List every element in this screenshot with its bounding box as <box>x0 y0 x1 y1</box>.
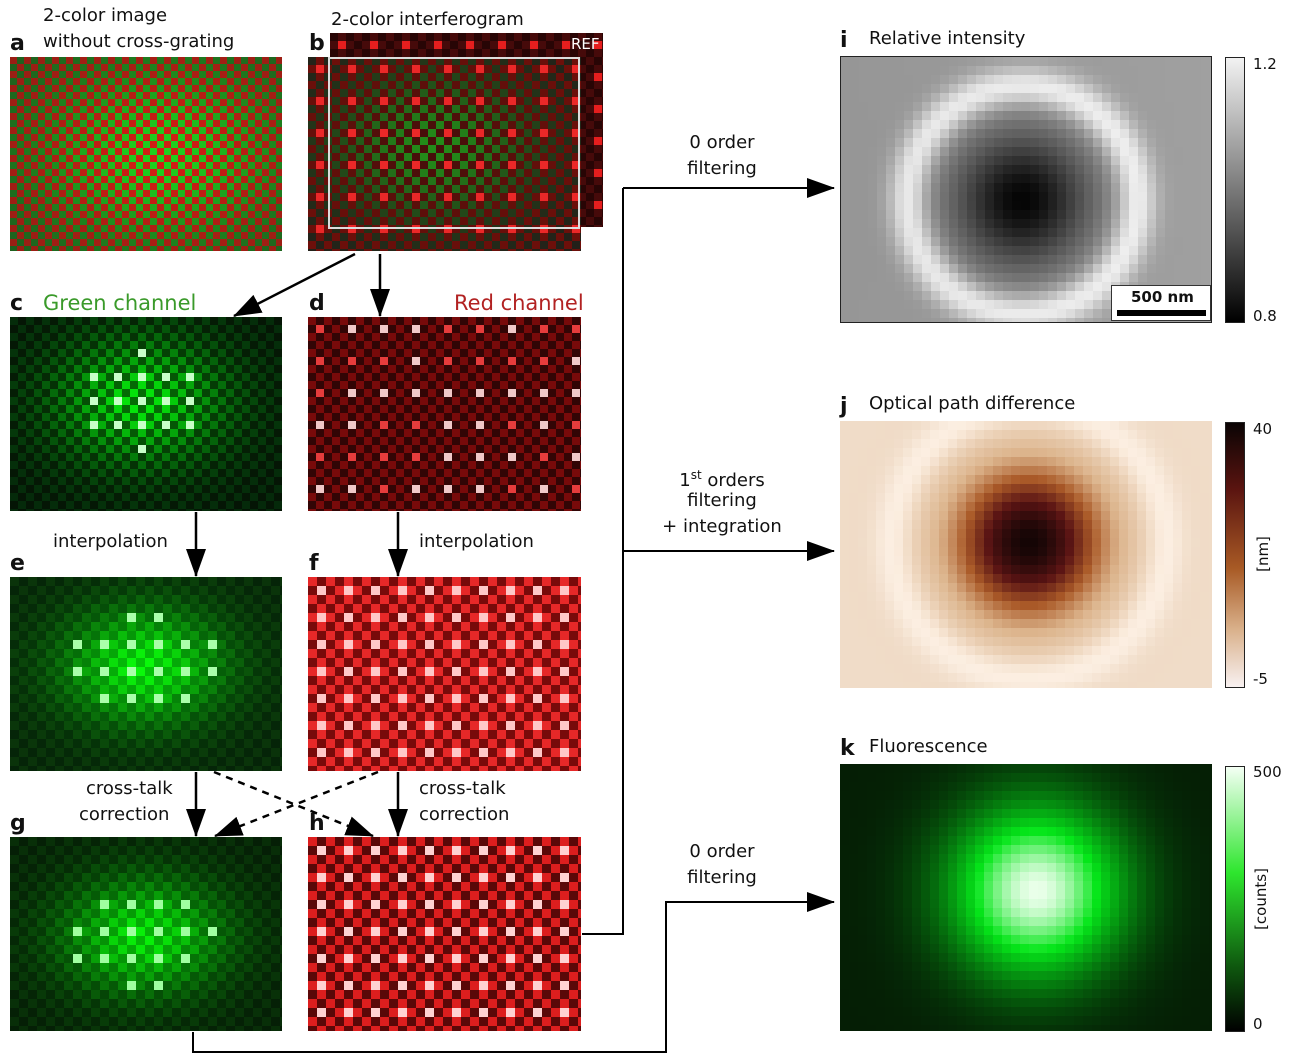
panel-j-cbar-max: 40 <box>1253 420 1273 438</box>
panel-g-image <box>10 837 282 1031</box>
panel-i-cbar-max: 1.2 <box>1253 55 1277 73</box>
panel-g-letter: g <box>10 811 26 836</box>
panel-g-caption-line1: cross-talk <box>86 778 173 799</box>
panel-j-letter: j <box>840 394 848 419</box>
panel-j-image <box>840 421 1212 688</box>
panel-i-letter: i <box>840 28 848 53</box>
flow-first-order-line1: 1st orders <box>652 462 792 494</box>
flow-zero-order-bottom-line1: 0 order <box>689 841 755 862</box>
panel-i-colorbar <box>1225 57 1245 323</box>
panel-c-image <box>10 317 282 511</box>
flow-first-order-rest: orders <box>701 470 765 491</box>
flow-first-order-line3: + integration <box>662 516 782 537</box>
panel-k-cbar-unit: [counts] <box>1251 868 1270 930</box>
panel-d-image <box>308 317 581 511</box>
panel-c-letter: c <box>10 291 24 316</box>
flow-first-order-sup: st <box>690 468 702 482</box>
panel-k-cbar-max: 500 <box>1253 763 1282 781</box>
panel-d-letter: d <box>309 291 325 316</box>
panel-j-cbar-min: -5 <box>1253 670 1268 688</box>
panel-i-scale-bar-label: 500 nm <box>1131 288 1194 306</box>
panel-k-image <box>840 764 1212 1031</box>
arrow-f-to-g-dashed <box>214 770 379 838</box>
panel-i-title: Relative intensity <box>869 28 1026 49</box>
flow-first-order-line2: filtering <box>687 490 757 511</box>
panel-h-caption-line2: correction <box>419 804 510 825</box>
panel-c-title: Green channel <box>43 291 197 315</box>
panel-f-image <box>308 577 581 771</box>
panel-k-title: Fluorescence <box>869 736 988 757</box>
panel-i-scale-bar <box>1117 310 1206 316</box>
panel-k-letter: k <box>840 736 855 761</box>
flow-first-order-num: 1 <box>679 470 691 491</box>
arrow-e-to-h-dashed <box>213 770 374 838</box>
flow-zero-order-top-line2: filtering <box>687 158 757 179</box>
panel-h-caption-line1: cross-talk <box>419 778 506 799</box>
panel-a-image <box>10 57 282 251</box>
panel-a-title-line1: 2-color image <box>43 5 168 26</box>
panel-h-letter: h <box>309 811 325 836</box>
flow-zero-order-top-line1: 0 order <box>689 132 755 153</box>
panel-b-ref-label: REF <box>571 35 600 53</box>
panel-j-colorbar <box>1225 422 1245 688</box>
panel-k-cbar-min: 0 <box>1253 1015 1263 1033</box>
panel-e-caption: interpolation <box>53 531 168 552</box>
flow-zero-order-bottom-line2: filtering <box>687 867 757 888</box>
panel-b-letter: b <box>309 31 325 56</box>
connector-h-trunk <box>582 188 624 935</box>
panel-j-cbar-unit: [nm] <box>1253 536 1272 572</box>
panel-a-letter: a <box>10 31 25 56</box>
panel-j-title: Optical path difference <box>869 393 1076 414</box>
panel-f-caption: interpolation <box>419 531 534 552</box>
arrow-b-to-c <box>233 252 356 318</box>
panel-e-image <box>10 577 282 771</box>
panel-b-title: 2-color interferogram <box>331 9 524 30</box>
panel-k-colorbar <box>1225 766 1245 1032</box>
panel-i-cbar-min: 0.8 <box>1253 307 1277 325</box>
panel-b-interferogram-image <box>308 57 581 251</box>
panel-f-letter: f <box>309 551 319 576</box>
panel-i-image <box>840 56 1212 323</box>
panel-a-title-line2: without cross-grating <box>43 31 235 52</box>
panel-d-title: Red channel <box>454 291 584 315</box>
panel-g-caption-line2: correction <box>79 804 170 825</box>
panel-h-image <box>308 837 581 1031</box>
panel-e-letter: e <box>10 551 25 576</box>
